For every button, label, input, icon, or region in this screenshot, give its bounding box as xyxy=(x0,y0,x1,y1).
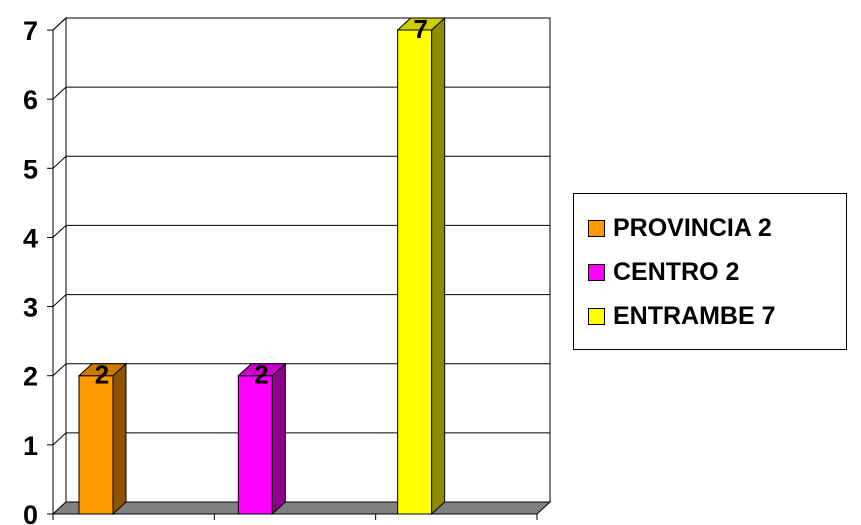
bars xyxy=(77,16,446,516)
gridlines xyxy=(52,17,550,446)
legend-label-entrambe: ENTRAMBE 7 xyxy=(613,301,776,330)
legend-swatch-provincia xyxy=(588,219,605,237)
y-tick-label: 1 xyxy=(23,431,38,461)
y-tick-label: 7 xyxy=(23,16,38,46)
y-tick-label: 3 xyxy=(23,293,38,323)
plot-floor xyxy=(51,501,552,515)
legend-label-provincia: PROVINCIA 2 xyxy=(613,213,772,242)
y-tick-labels: 0 1 2 3 4 5 6 7 xyxy=(23,16,38,525)
gridline-side xyxy=(52,225,67,238)
gridline-side xyxy=(52,294,67,307)
gridline-side xyxy=(52,86,67,100)
y-tick-label: 5 xyxy=(23,154,38,184)
axes xyxy=(47,29,538,520)
bar-side xyxy=(112,362,127,516)
bar-top xyxy=(396,17,446,31)
gridline-side xyxy=(52,155,67,169)
legend-swatch-centro xyxy=(588,263,605,281)
data-label: 2 xyxy=(95,360,109,390)
y-tick-label: 2 xyxy=(23,362,38,392)
y-tick-label: 6 xyxy=(23,85,38,115)
legend: PROVINCIA 2 CENTRO 2 ENTRAMBE 7 xyxy=(573,193,847,350)
bar-front xyxy=(78,375,114,515)
y-tick-label: 0 xyxy=(23,500,38,525)
plot-back-wall xyxy=(52,16,551,516)
bar-side xyxy=(431,16,446,516)
legend-swatch-entrambe xyxy=(588,307,605,325)
data-label: 7 xyxy=(413,14,427,44)
bar-front xyxy=(237,375,273,515)
bar-top xyxy=(237,363,287,377)
floor-plane xyxy=(51,501,552,515)
data-label: 2 xyxy=(254,360,268,390)
bar-front xyxy=(397,29,433,515)
gridline-side xyxy=(52,432,67,446)
legend-item-provincia: PROVINCIA 2 xyxy=(588,210,772,246)
side-wall xyxy=(52,16,67,516)
legend-item-centro: CENTRO 2 xyxy=(588,254,739,290)
bar-top xyxy=(77,363,128,377)
gridline-side xyxy=(52,363,67,377)
back-wall xyxy=(65,17,551,503)
bar-side xyxy=(271,362,286,516)
legend-label-centro: CENTRO 2 xyxy=(613,257,740,286)
data-labels: 2 2 7 xyxy=(95,14,428,390)
gridline-side xyxy=(52,17,67,31)
y-tick-label: 4 xyxy=(23,223,38,253)
legend-item-entrambe: ENTRAMBE 7 xyxy=(588,298,776,334)
